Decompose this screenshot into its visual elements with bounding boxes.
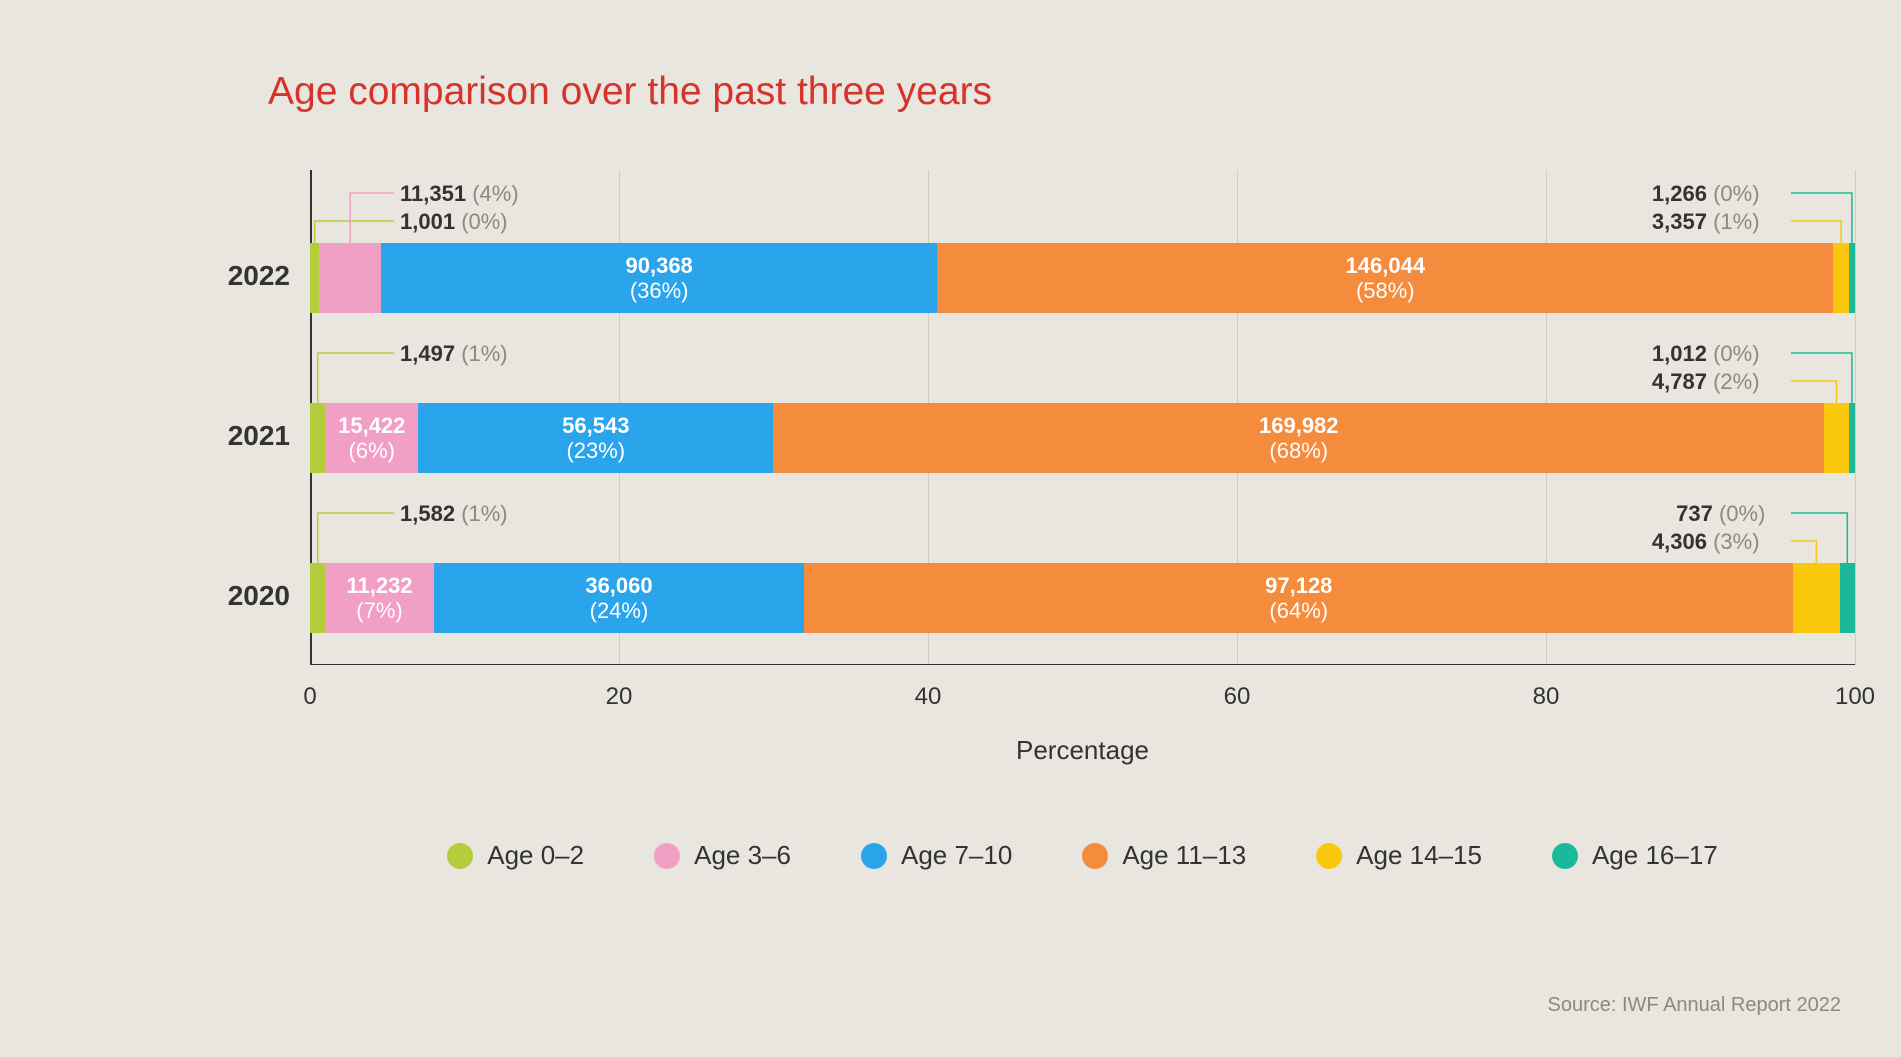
bar-segment: 36,060(24%) [434, 563, 805, 633]
canvas: Age comparison over the past three years… [0, 0, 1901, 1057]
legend-swatch [861, 843, 887, 869]
bar-row: 11,232(7%)36,060(24%)97,128(64%) [310, 563, 1855, 633]
callout-label: 1,001 (0%) [400, 209, 508, 235]
bar-row: 90,368(36%)146,044(58%) [310, 243, 1855, 313]
bar-segment [1824, 403, 1849, 473]
callout-label: 3,357 (1%) [1652, 209, 1760, 235]
bar-segment [319, 243, 381, 313]
segment-percent: (6%) [349, 438, 395, 463]
legend-swatch [1316, 843, 1342, 869]
segment-value: 36,060 [585, 573, 652, 598]
x-axis-title: Percentage [1016, 735, 1149, 766]
segment-value: 97,128 [1265, 573, 1332, 598]
bar-segment [1793, 563, 1839, 633]
callout-label: 4,306 (3%) [1652, 529, 1760, 555]
legend-item: Age 11–13 [1082, 840, 1246, 871]
segment-value: 90,368 [626, 253, 693, 278]
callout-line [0, 0, 1, 1]
legend-swatch [447, 843, 473, 869]
legend-swatch [1552, 843, 1578, 869]
source-note: Source: IWF Annual Report 2022 [1548, 994, 1842, 1017]
segment-value: 169,982 [1259, 413, 1339, 438]
segment-percent: (7%) [356, 598, 402, 623]
legend-label: Age 0–2 [487, 840, 584, 871]
bar-segment [310, 403, 325, 473]
bar-segment [1840, 563, 1855, 633]
segment-value: 146,044 [1346, 253, 1426, 278]
x-axis [310, 664, 1855, 666]
chart-area: 90,368(36%)146,044(58%)15,422(6%)56,543(… [310, 170, 1855, 665]
chart-title: Age comparison over the past three years [268, 70, 992, 114]
segment-percent: (58%) [1356, 278, 1415, 303]
segment-percent: (64%) [1269, 598, 1328, 623]
legend-label: Age 14–15 [1356, 840, 1482, 871]
segment-percent: (24%) [590, 598, 649, 623]
x-tick-label: 60 [1224, 683, 1251, 711]
legend-label: Age 16–17 [1592, 840, 1718, 871]
callout-label: 1,497 (1%) [400, 341, 508, 367]
x-tick-label: 20 [606, 683, 633, 711]
callout-label: 11,351 (4%) [400, 181, 519, 207]
bar-segment: 97,128(64%) [804, 563, 1793, 633]
bar-segment: 146,044(58%) [937, 243, 1833, 313]
bar-segment: 11,232(7%) [325, 563, 433, 633]
callout-label: 1,582 (1%) [400, 501, 508, 527]
legend-swatch [654, 843, 680, 869]
legend: Age 0–2 Age 3–6 Age 7–10 Age 11–13 Age 14–15… [310, 840, 1855, 871]
segment-percent: (36%) [630, 278, 689, 303]
legend-item: Age 7–10 [861, 840, 1012, 871]
callout-label: 1,012 (0%) [1652, 341, 1760, 367]
bar-segment: 90,368(36%) [381, 243, 937, 313]
x-tick-label: 80 [1533, 683, 1560, 711]
bar-segment: 15,422(6%) [325, 403, 418, 473]
x-tick-label: 0 [303, 683, 316, 711]
bar-segment [1833, 243, 1848, 313]
x-tick-label: 100 [1835, 683, 1875, 711]
year-label: 2022 [190, 260, 290, 292]
callout-label: 737 (0%) [1676, 501, 1765, 527]
legend-item: Age 3–6 [654, 840, 791, 871]
legend-label: Age 3–6 [694, 840, 791, 871]
legend-item: Age 16–17 [1552, 840, 1718, 871]
legend-item: Age 14–15 [1316, 840, 1482, 871]
callout-label: 4,787 (2%) [1652, 369, 1760, 395]
bar-segment [1849, 243, 1855, 313]
bar-segment: 56,543(23%) [418, 403, 773, 473]
x-tick-label: 40 [915, 683, 942, 711]
bar-row: 15,422(6%)56,543(23%)169,982(68%) [310, 403, 1855, 473]
segment-percent: (23%) [566, 438, 625, 463]
bar-segment [310, 243, 319, 313]
legend-item: Age 0–2 [447, 840, 584, 871]
segment-percent: (68%) [1269, 438, 1328, 463]
grid-line [1855, 170, 1856, 665]
bar-segment: 169,982(68%) [773, 403, 1824, 473]
bar-segment [1849, 403, 1855, 473]
segment-value: 56,543 [562, 413, 629, 438]
legend-label: Age 7–10 [901, 840, 1012, 871]
year-label: 2020 [190, 580, 290, 612]
segment-value: 15,422 [338, 413, 405, 438]
legend-swatch [1082, 843, 1108, 869]
legend-label: Age 11–13 [1122, 840, 1246, 871]
segment-value: 11,232 [346, 573, 412, 598]
year-label: 2021 [190, 420, 290, 452]
callout-label: 1,266 (0%) [1652, 181, 1760, 207]
bar-segment [310, 563, 325, 633]
